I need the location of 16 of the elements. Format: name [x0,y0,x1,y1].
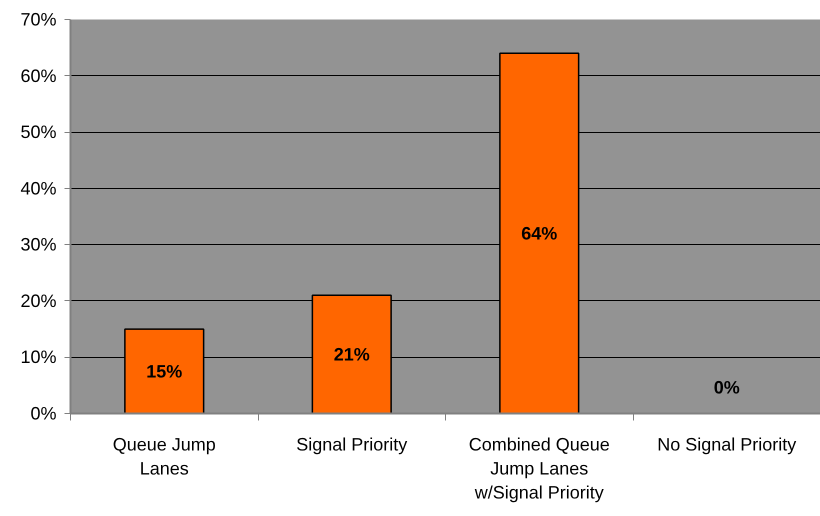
data-label: 21% [334,344,370,364]
y-tick-label: 40% [20,178,57,198]
data-label: 0% [714,378,740,398]
x-tick-label: No Signal Priority [657,434,796,454]
y-tick-label: 30% [20,234,57,255]
y-tick-label: 70% [20,10,57,30]
y-tick-label: 10% [20,347,57,368]
data-label: 64% [521,223,558,244]
y-tick-label: 60% [20,66,57,86]
y-tick-label: 0% [30,404,56,424]
x-tick-label: Signal Priority [296,434,408,454]
x-tick-label: Queue Jump Lanes [112,434,216,478]
x-tick-label: Combined Queue Jump Lanes w/Signal Priority [468,434,610,502]
y-tick-label: 20% [20,290,57,311]
y-tick-label: 50% [20,122,57,142]
data-label: 15% [146,361,182,382]
